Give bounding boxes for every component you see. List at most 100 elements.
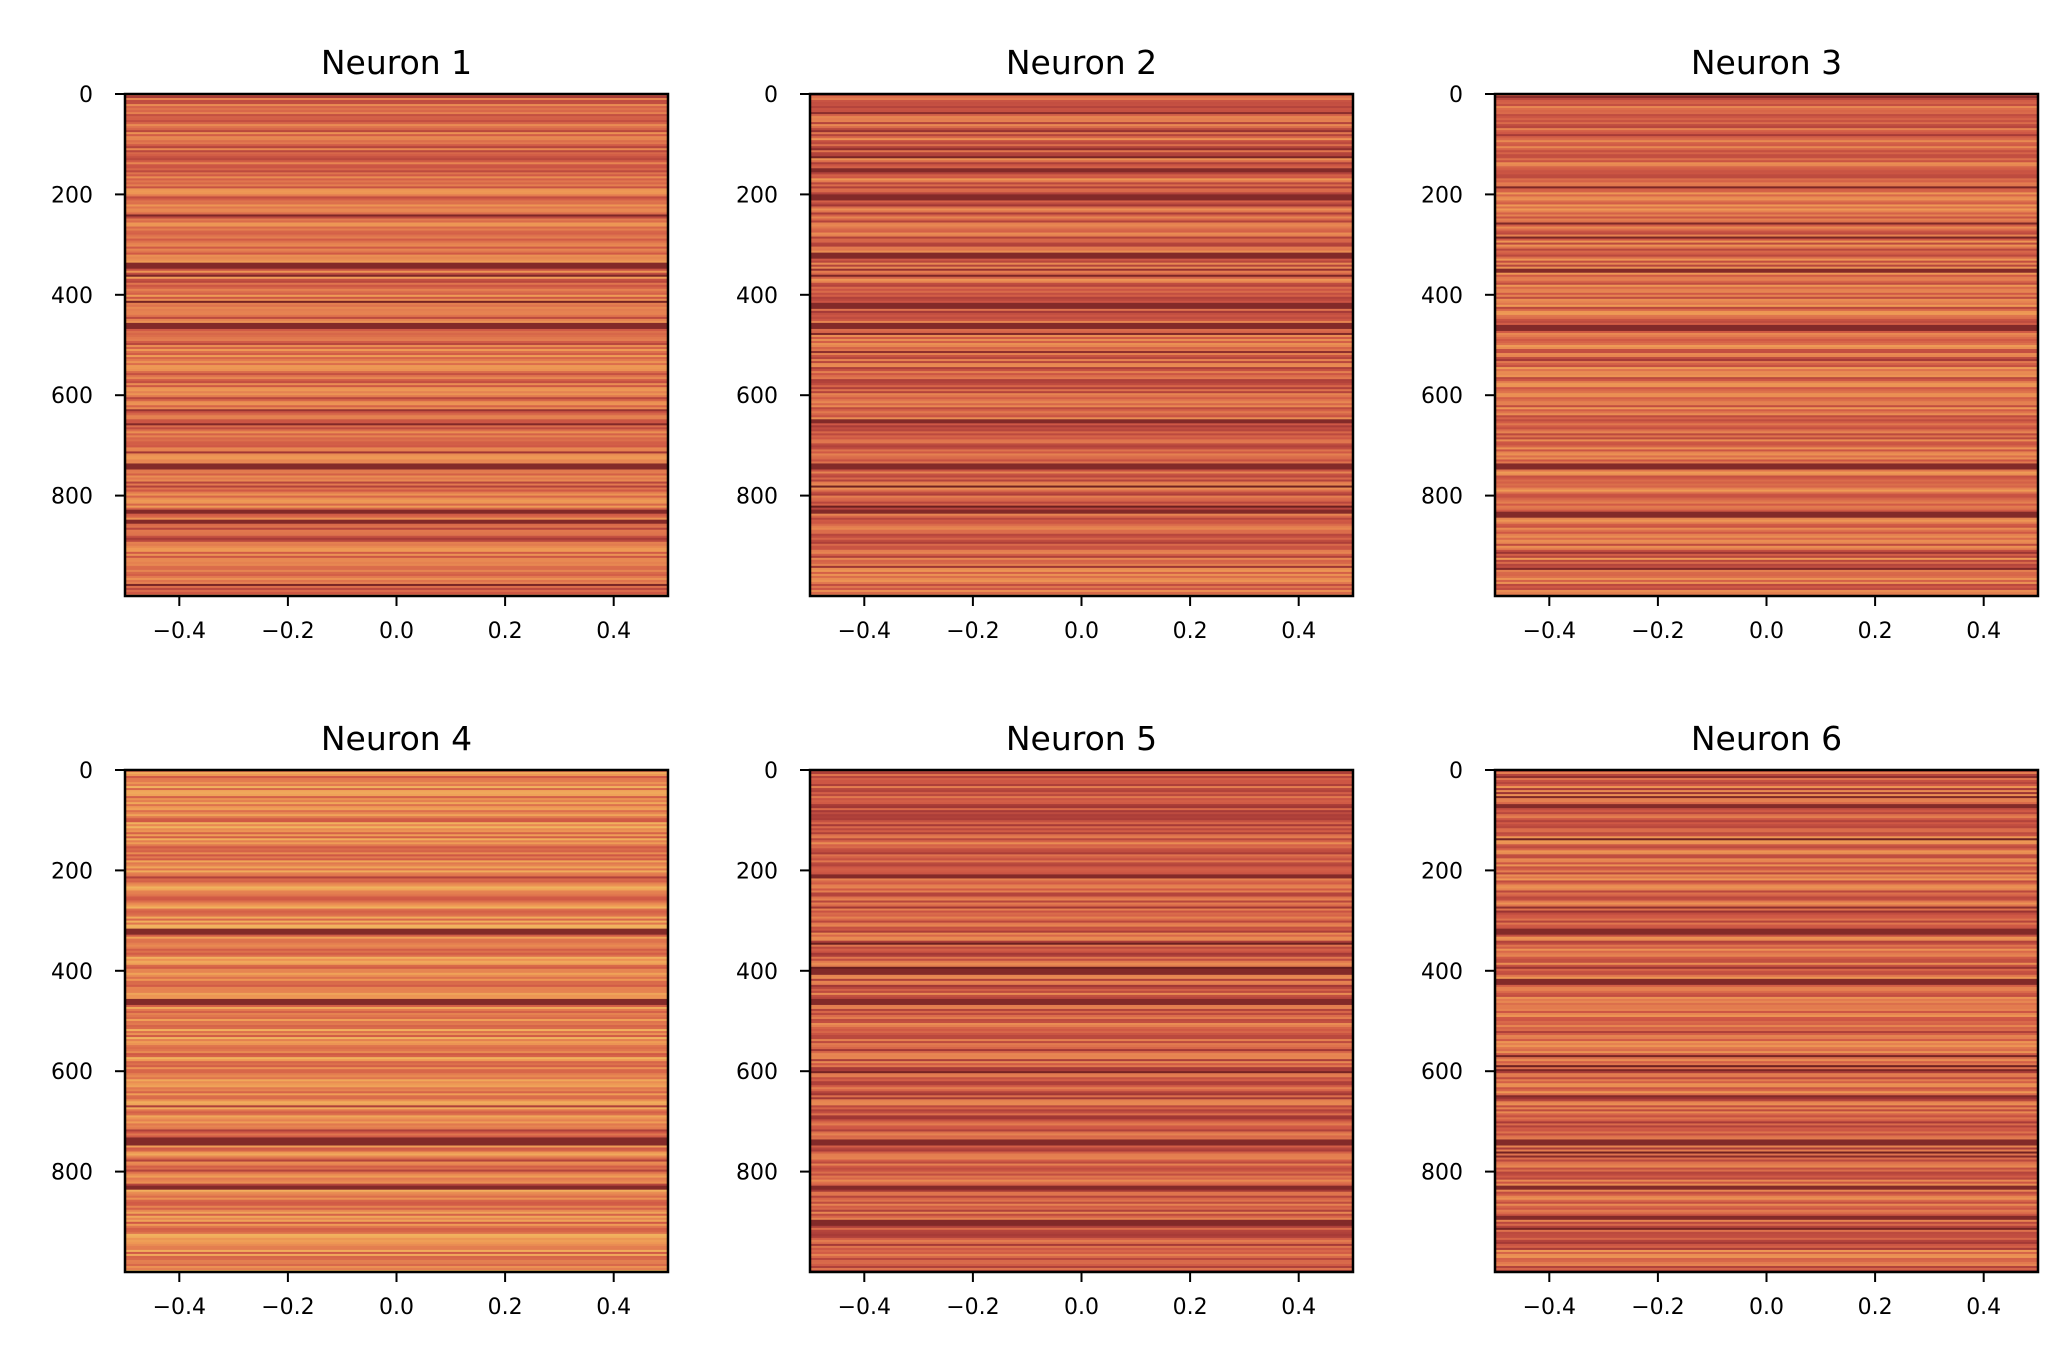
heatmap-row-band [810,1071,1353,1074]
heatmap-row-band [125,1091,668,1094]
heatmap-row-band [810,308,1353,312]
heatmap-row-band [810,164,1353,167]
heatmap-row-band [1495,543,2038,547]
heatmap-row-band [125,1197,668,1201]
heatmap-row-band [1495,1121,2038,1125]
heatmap-row-band [1495,591,2038,595]
heatmap-row-band [810,429,1353,432]
heatmap-row-band [810,192,1353,195]
heatmap-row-band [810,549,1353,553]
heatmap-row-band [1495,465,2038,469]
heatmap-row-band [1495,377,2038,380]
x-tick-label: 0.2 [1173,1295,1208,1320]
heatmap-row-band [125,784,668,787]
heatmap-row-band [125,298,668,302]
x-tick-label: −0.2 [261,1295,314,1320]
heatmap-row-band [1495,1049,2038,1052]
heatmap-row-band [1495,1263,2038,1267]
heatmap-row-band [1495,1189,2038,1193]
heatmap-row-band [125,868,668,871]
heatmap-row-band [1495,834,2038,837]
heatmap-row-band [1495,200,2038,204]
heatmap-row-band [1495,1055,2038,1058]
heatmap-row-band [1495,1071,2038,1074]
heatmap-row-band [125,94,668,97]
heatmap-row-band [125,1161,668,1165]
heatmap-row-band [810,124,1353,127]
heatmap-row-band [810,802,1353,805]
heatmap-row-band [125,904,668,908]
heatmap-row-band [810,884,1353,888]
heatmap-row-band [125,529,668,533]
heatmap-row-band [810,1087,1353,1090]
heatmap-row-band [810,946,1353,950]
heatmap-row-band [810,1181,1353,1185]
heatmap-row-band [1495,972,2038,976]
heatmap-row-band [125,192,668,195]
heatmap-row-band [810,994,1353,998]
heatmap-row-band [1495,1149,2038,1153]
heatmap-row-band [1495,258,2038,262]
heatmap-row-band [125,190,668,193]
heatmap-row-band [125,411,668,414]
heatmap-row-band [1495,443,2038,446]
heatmap-row-band [125,573,668,577]
heatmap-row-band [125,1055,668,1058]
heatmap-row-band [810,431,1353,434]
heatmap-row-band [125,445,668,449]
heatmap-row-band [810,1245,1353,1249]
heatmap-row-band [1495,421,2038,424]
heatmap-row-band [1495,397,2038,400]
heatmap-row-band [810,475,1353,479]
heatmap-row-band [810,336,1353,340]
heatmap-row-band [810,276,1353,280]
heatmap-row-band [125,886,668,890]
heatmap-row-band [1495,294,2038,298]
heatmap-row-band [810,218,1353,222]
heatmap-row-band [1495,122,2038,125]
heatmap-row-band [125,790,668,793]
heatmap-row-band [1495,1117,2038,1120]
heatmap-row-band [125,1123,668,1127]
heatmap-row-band [810,770,1353,773]
heatmap-row-band [125,958,668,962]
heatmap-row-band [810,407,1353,410]
heatmap-row-band [810,591,1353,595]
heatmap-row-band [810,104,1353,107]
heatmap-row-band [125,884,668,888]
heatmap-row-band [1495,226,2038,230]
heatmap-row-band [125,1125,668,1129]
heatmap-row-band [1495,441,2038,444]
heatmap-row-band [1495,966,2038,970]
heatmap-row-band [810,1035,1353,1038]
heatmap-row-band [125,780,668,783]
heatmap-row-band [125,1143,668,1147]
heatmap-row-band [125,220,668,224]
heatmap-row-band [1495,952,2038,956]
heatmap-row-band [810,1115,1353,1118]
heatmap-row-band [125,467,668,471]
heatmap-row-band [125,966,668,970]
heatmap-row-band [810,264,1353,268]
heatmap-row-band [810,1221,1353,1225]
heatmap-row-band [810,1145,1353,1149]
heatmap-row-band [125,1195,668,1199]
heatmap-row-band [125,493,668,497]
heatmap-row-band [125,824,668,827]
heatmap-row-band [125,1169,668,1173]
heatmap-row-band [810,1002,1353,1006]
heatmap-row-band [1495,168,2038,171]
heatmap-row-band [1495,934,2038,938]
heatmap-row-band [1495,1225,2038,1229]
heatmap-row-band [125,288,668,292]
heatmap-row-band [810,960,1353,964]
heatmap-row-band [125,487,668,491]
heatmap-row-band [1495,1125,2038,1129]
heatmap-row-band [125,806,668,809]
heatmap-row-band [1495,312,2038,316]
heatmap-row-band [1495,970,2038,974]
heatmap-row-band [1495,920,2038,924]
heatmap-row-band [810,1235,1353,1239]
heatmap-row-band [125,916,668,920]
